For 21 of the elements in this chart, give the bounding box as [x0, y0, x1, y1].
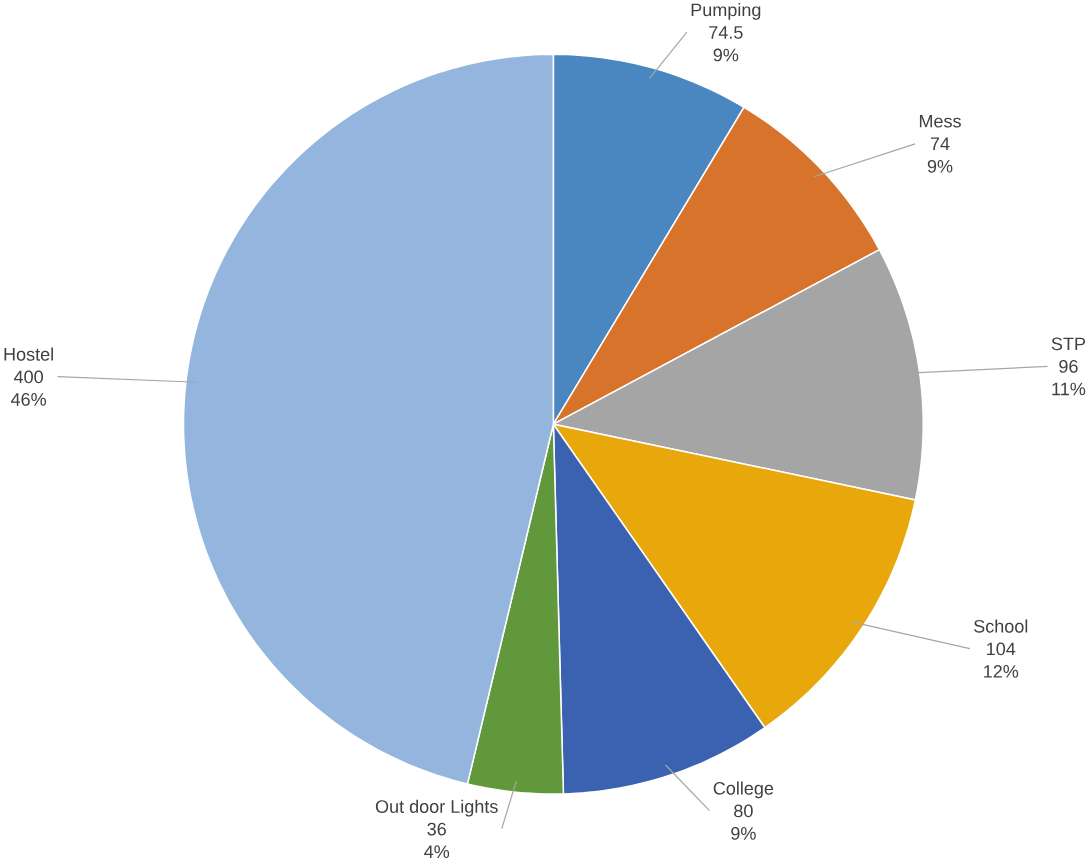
slice-label: College [713, 781, 774, 799]
data-label: 96 [1059, 360, 1078, 373]
text: 9% [927, 159, 953, 173]
slice-label: Pumping [691, 3, 761, 20]
slice-label: Out door Lights [375, 799, 498, 817]
data-label: 74 [930, 137, 950, 150]
slice-label: School [974, 619, 1028, 633]
text: 46% [10, 393, 47, 406]
data-label: 80 [734, 804, 753, 818]
text: 9% [713, 48, 739, 62]
data-label: 36 [427, 822, 446, 836]
data-label: 74.5 [709, 26, 743, 39]
data-label: 104 [987, 642, 1016, 656]
data-label: 400 [13, 370, 43, 384]
text: 4% [424, 845, 450, 858]
text: 11% [1052, 382, 1086, 396]
slice-label: STP [1051, 337, 1086, 351]
text: 12% [984, 665, 1019, 678]
slice-label: Hostel [4, 347, 53, 361]
slice-label: Mess [919, 114, 961, 128]
text: 9% [731, 827, 756, 840]
